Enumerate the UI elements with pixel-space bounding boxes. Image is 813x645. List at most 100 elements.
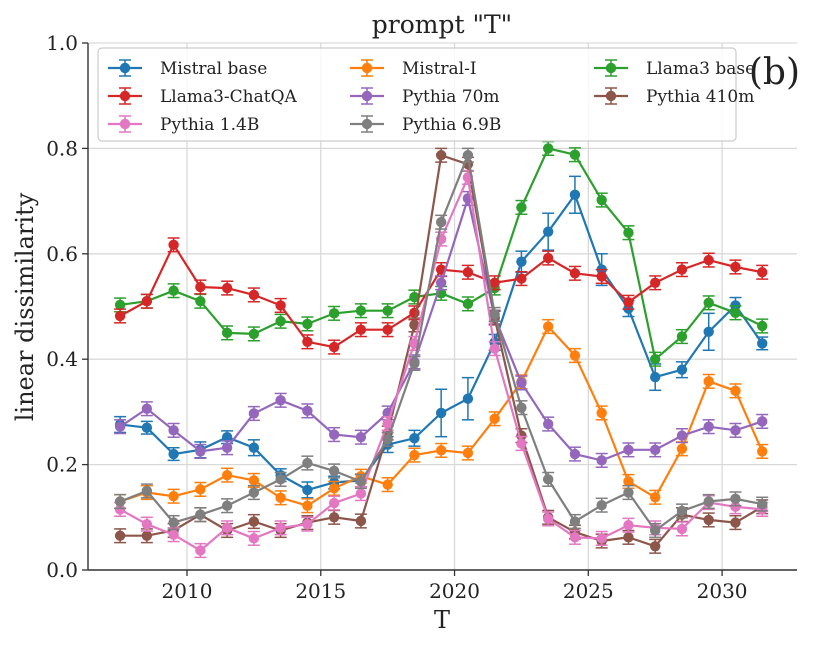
series-line xyxy=(119,151,763,533)
data-point xyxy=(730,493,741,505)
data-point xyxy=(542,474,554,485)
data-point xyxy=(382,418,393,429)
data-point xyxy=(114,530,126,541)
data-point xyxy=(569,350,581,361)
data-point xyxy=(248,516,260,527)
data-point xyxy=(516,273,527,284)
data-point xyxy=(703,254,714,266)
data-point xyxy=(328,497,340,509)
data-point xyxy=(168,425,179,436)
data-point xyxy=(516,377,527,389)
data-point xyxy=(409,319,420,331)
data-point xyxy=(221,327,233,339)
data-point xyxy=(435,150,447,161)
legend-item: Llama3 base xyxy=(594,59,755,79)
data-point xyxy=(730,261,741,273)
data-point xyxy=(569,532,581,543)
data-point xyxy=(275,300,286,311)
y-tick-label: 0.2 xyxy=(46,453,78,477)
data-point xyxy=(221,522,233,534)
data-point xyxy=(248,328,260,340)
data-point xyxy=(569,448,581,460)
data-point xyxy=(757,416,768,427)
data-point xyxy=(650,371,661,383)
x-axis-title: T xyxy=(434,606,450,634)
data-point xyxy=(703,326,714,337)
legend: Mistral base Llama3-ChatQA Pythia 1.4B Mist… xyxy=(97,47,755,142)
data-point xyxy=(676,523,688,535)
legend-marker xyxy=(361,118,373,130)
data-point xyxy=(462,267,474,278)
legend-item: Mistral-I xyxy=(350,59,477,79)
data-point xyxy=(409,291,420,303)
data-point xyxy=(730,385,741,397)
data-point xyxy=(542,513,554,525)
data-point xyxy=(114,421,126,432)
data-point xyxy=(489,413,500,424)
data-point xyxy=(650,492,661,503)
legend-label: Pythia 70m xyxy=(402,87,500,107)
legend-marker xyxy=(361,90,373,102)
data-point xyxy=(168,517,179,528)
legend-item: Pythia 1.4B xyxy=(108,115,259,135)
data-point xyxy=(248,408,260,419)
data-point xyxy=(703,421,714,432)
data-point xyxy=(141,518,153,530)
series-pythia-6-9b xyxy=(114,147,769,539)
data-point xyxy=(275,492,286,504)
data-point xyxy=(542,252,554,264)
data-point xyxy=(248,487,260,498)
legend-marker xyxy=(361,62,373,74)
data-point xyxy=(328,308,340,319)
x-tick-label: 2020 xyxy=(429,579,480,603)
legend-marker xyxy=(119,118,131,130)
legend-item: Pythia 6.9B xyxy=(350,115,501,135)
data-point xyxy=(676,443,688,454)
data-point xyxy=(355,488,367,499)
chart-title: prompt "T" xyxy=(372,10,512,39)
data-point xyxy=(435,277,447,288)
data-point xyxy=(516,402,527,413)
data-point xyxy=(462,447,474,459)
data-point xyxy=(489,309,500,320)
data-point xyxy=(516,256,527,267)
data-point xyxy=(141,403,153,414)
legend-marker xyxy=(605,62,617,74)
data-point xyxy=(489,343,500,354)
data-point xyxy=(596,455,607,466)
panel-label: (b) xyxy=(749,52,800,93)
data-point xyxy=(328,512,340,523)
data-point xyxy=(302,457,313,469)
data-point xyxy=(757,320,768,332)
data-point xyxy=(114,504,126,515)
data-point xyxy=(623,487,634,498)
data-point xyxy=(409,433,420,444)
data-point xyxy=(275,474,286,485)
data-point xyxy=(435,445,447,456)
data-point xyxy=(355,324,367,335)
legend-item: Pythia 70m xyxy=(350,87,500,107)
data-point xyxy=(569,189,581,200)
legend-label: Mistral-I xyxy=(402,59,477,79)
x-tick-label: 2015 xyxy=(295,579,346,603)
data-point xyxy=(114,299,126,311)
data-point xyxy=(542,143,554,154)
data-point xyxy=(302,518,313,530)
data-point xyxy=(730,307,741,319)
data-point xyxy=(221,500,233,511)
legend-marker xyxy=(119,62,131,74)
data-point xyxy=(757,338,768,349)
data-point xyxy=(248,533,260,544)
data-point xyxy=(382,434,393,445)
legend-label: Pythia 1.4B xyxy=(160,115,259,135)
y-tick-label: 1.0 xyxy=(46,31,78,55)
data-point xyxy=(409,358,420,369)
data-point xyxy=(650,525,661,536)
legend-label: Mistral base xyxy=(160,59,267,79)
data-point xyxy=(596,499,607,511)
data-point xyxy=(676,505,688,517)
data-point xyxy=(355,305,367,316)
legend-marker xyxy=(119,90,131,102)
legend-item: Mistral base xyxy=(108,59,267,79)
